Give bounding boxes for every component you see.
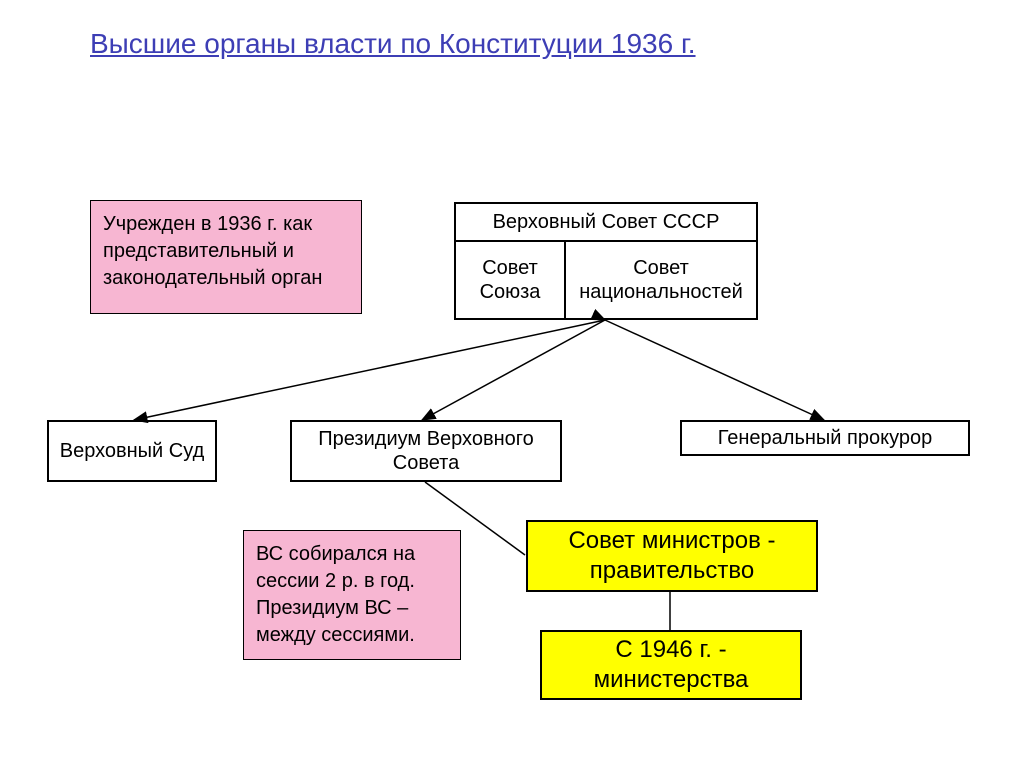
arrows-layer <box>0 0 1024 767</box>
supreme-soviet-header: Верховный Совет СССР <box>454 202 758 242</box>
presidium-box: Президиум Верховного Совета <box>290 420 562 482</box>
prosecutor-box: Генеральный прокурор <box>680 420 970 456</box>
note-sessions: ВС собирался на сессии 2 р. в год. Прези… <box>243 530 461 660</box>
council-of-union: Совет Союза <box>454 240 566 320</box>
council-of-ministers-box: Совет министров - правительство <box>526 520 818 592</box>
page-title: Высшие органы власти по Конституции 1936… <box>90 28 696 60</box>
supreme-soviet-block: Верховный Совет СССР Совет Союза Совет н… <box>454 202 758 320</box>
supreme-court-box: Верховный Суд <box>47 420 217 482</box>
council-of-nationalities: Совет национальностей <box>564 240 758 320</box>
ministries-box: С 1946 г. - министерства <box>540 630 802 700</box>
note-established: Учрежден в 1936 г. как представительный … <box>90 200 362 314</box>
